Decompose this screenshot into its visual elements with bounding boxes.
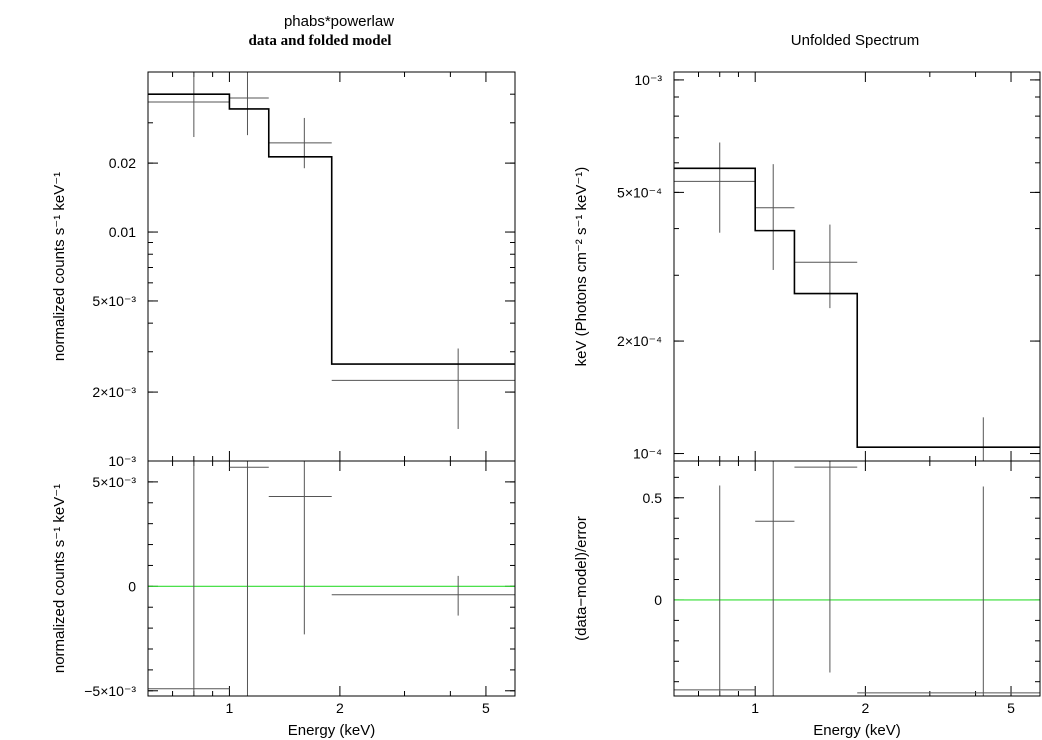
x-tick-label: 5: [482, 700, 490, 716]
x-axis-label: Energy (keV): [288, 722, 376, 739]
y-tick-label: −5×10⁻³: [84, 683, 136, 699]
y-tick-label: 0: [128, 578, 136, 594]
y-tick-label: 0.02: [109, 155, 136, 171]
y-tick-label: 2×10⁻⁴: [617, 333, 662, 349]
x-tick-label: 5: [1007, 700, 1015, 716]
x-tick-label: 2: [861, 700, 869, 716]
data-group: [148, 461, 515, 696]
panels: 0.02 0.01 5×10⁻³ 2×10⁻³ 10⁻³ normalized count…: [51, 71, 1041, 739]
y-tick-label: 10⁻³: [634, 72, 662, 88]
y-tick-label: 5×10⁻³: [92, 293, 136, 309]
y-tick-label: 10⁻³: [108, 453, 136, 469]
panel-left-bottom: 5×10⁻³ 0 −5×10⁻³ 1 2 5 normalized counts s⁻¹ k…: [51, 460, 516, 739]
x-tick-label: 1: [226, 700, 234, 716]
panel-right-top: 10⁻³ 5×10⁻⁴ 2×10⁻⁴ 10⁻⁴ keV (Photons cm⁻² s⁻…: [573, 71, 1041, 462]
left-title: phabs*powerlaw: [284, 13, 394, 30]
y-axis-label: keV (Photons cm⁻² s⁻¹ keV⁻¹): [573, 167, 590, 367]
y-axis-label: normalized counts s⁻¹ keV⁻¹: [51, 172, 68, 361]
panel-frame: [147, 460, 516, 697]
x-axis-label: Energy (keV): [813, 722, 901, 739]
panel-right-bottom: 0.5 0 1 2 5 (data−model)/error Energy (keV): [573, 460, 1041, 739]
right-title: Unfolded Spectrum: [791, 32, 919, 49]
y-tick-label: 0.5: [643, 490, 663, 506]
x-tick-label: 1: [751, 700, 759, 716]
x-tick-label: 2: [336, 700, 344, 716]
model-line: [674, 167, 1040, 448]
left-subtitle: data and folded model: [249, 33, 392, 49]
y-tick-label: 2×10⁻³: [92, 384, 136, 400]
y-axis-label: normalized counts s⁻¹ keV⁻¹: [51, 484, 68, 673]
y-tick-label: 0.01: [109, 224, 136, 240]
panel-frame: [673, 460, 1041, 697]
y-tick-label: 10⁻⁴: [633, 446, 662, 462]
panel-left-top: 0.02 0.01 5×10⁻³ 2×10⁻³ 10⁻³ normalized count…: [51, 71, 516, 469]
y-tick-label: 5×10⁻³: [92, 474, 136, 490]
model-line: [148, 93, 515, 365]
y-tick-label: 0: [654, 592, 662, 608]
y-axis-label: (data−model)/error: [573, 516, 590, 641]
data-group: [148, 72, 515, 429]
data-group: [674, 142, 1040, 461]
y-tick-label: 5×10⁻⁴: [617, 184, 662, 200]
data-group: [674, 461, 1040, 696]
